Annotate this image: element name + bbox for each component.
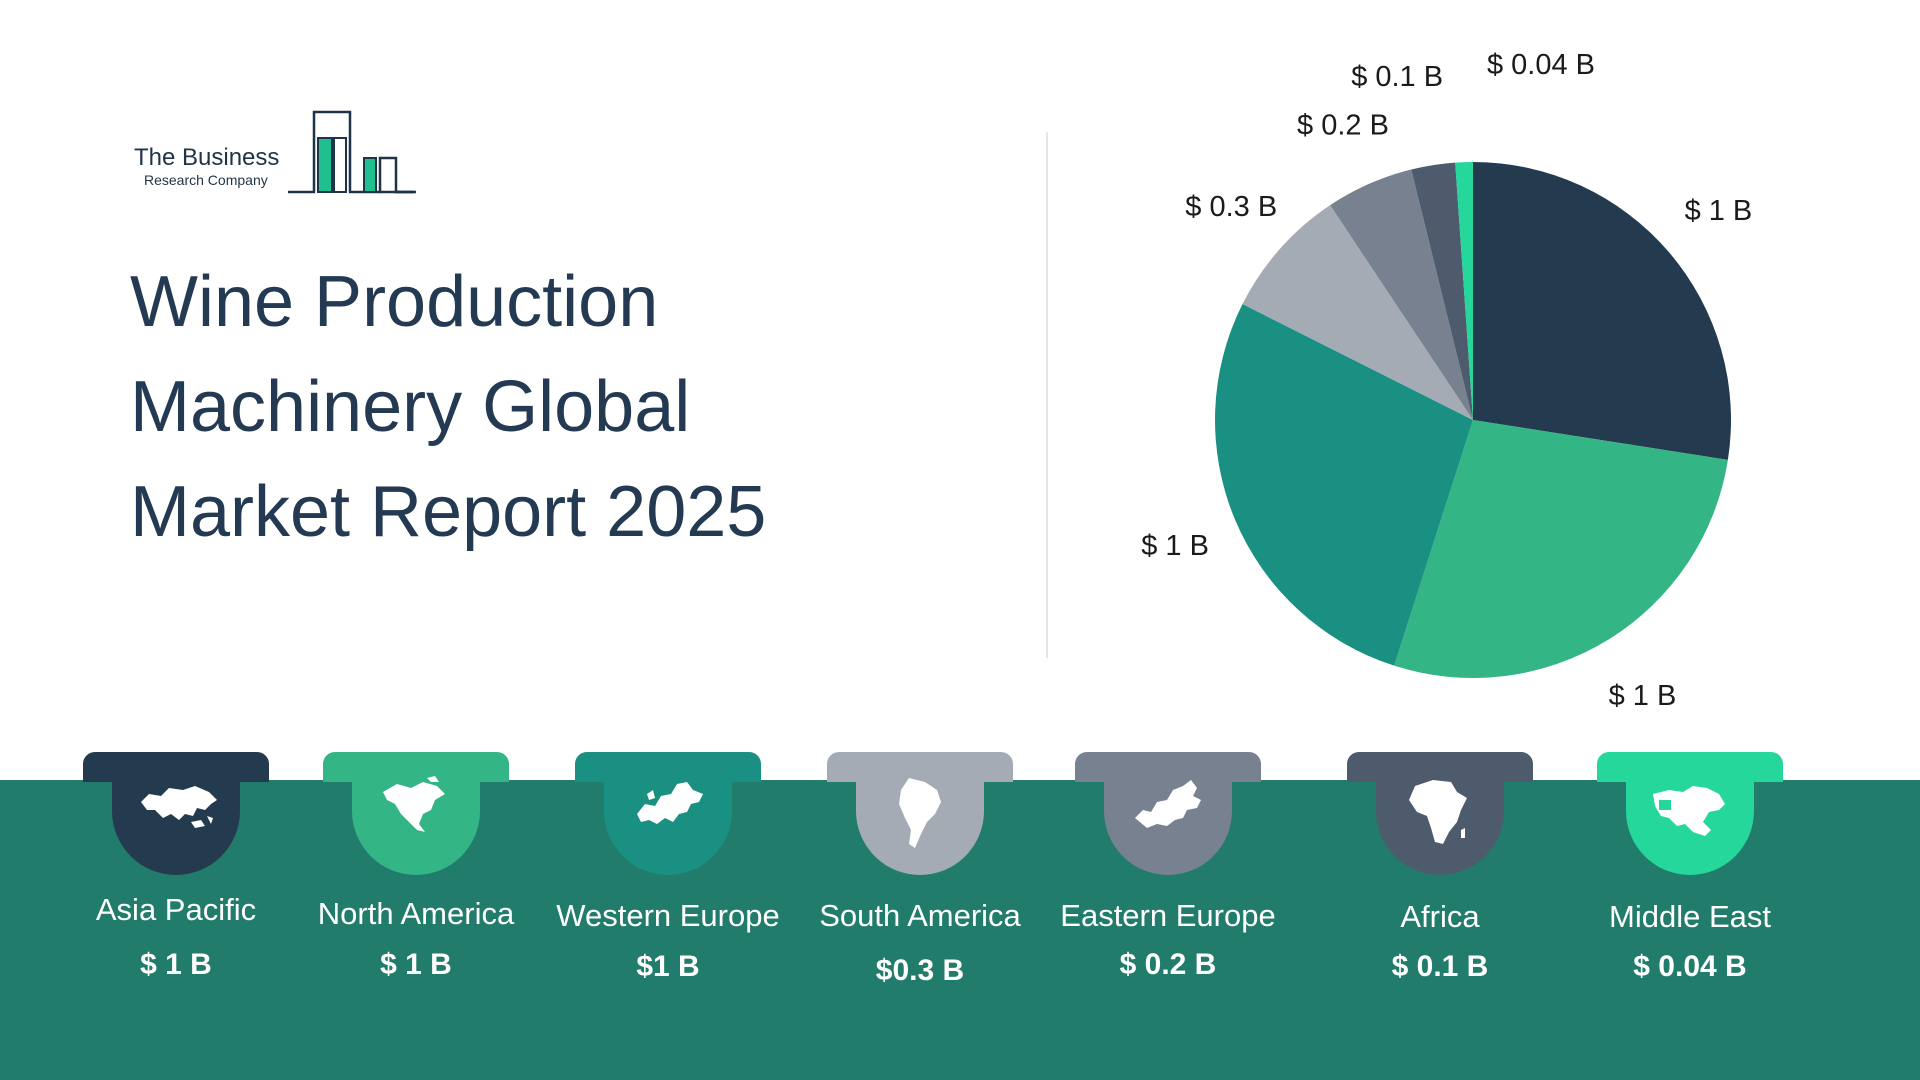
logo-subtitle: Research Company (144, 172, 268, 188)
region-value: $0.3 B (875, 954, 965, 987)
logo-buildings-icon (288, 110, 416, 194)
region-value: $ 1 B (380, 948, 452, 981)
region-card-western-europe: Western Europe $1 B (538, 752, 798, 1012)
pie-slice-western-europe (1214, 304, 1473, 666)
pie-label-middle-east: $ 0.04 B (1487, 49, 1595, 81)
pie-label-eastern-europe: $ 0.2 B (1297, 109, 1389, 141)
region-value: $1 B (636, 950, 700, 983)
region-badge (856, 752, 984, 875)
region-value: $ 0.2 B (1119, 948, 1217, 981)
africa-map-icon (1409, 779, 1467, 844)
region-badge (604, 752, 732, 875)
pie-slice-eastern-europe (1330, 169, 1473, 420)
asia-map-icon (141, 785, 217, 828)
title-line-2: Machinery Global (130, 367, 691, 447)
region-name: Middle East (1609, 899, 1771, 934)
middle-east-map-icon (1653, 785, 1725, 836)
region-name: Eastern Europe (1060, 898, 1276, 933)
north-america-map-icon (383, 775, 445, 832)
region-card-north-america: North America $ 1 B (286, 752, 546, 1012)
pie-slice-south-america (1242, 205, 1473, 420)
pie-label-north-america: $ 1 B (1609, 680, 1677, 712)
western-europe-map-icon (637, 781, 703, 824)
market-pie-chart: $ 1 B $ 1 B $ 1 B $ 0.3 B $ 0.2 B $ 0.1 B $ 0.… (1141, 49, 1753, 712)
region-value: $ 0.1 B (1391, 950, 1489, 983)
region-name: Asia Pacific (95, 892, 257, 927)
region-badge (1104, 752, 1232, 875)
vertical-divider (1046, 132, 1048, 658)
region-name: North America (317, 896, 515, 931)
region-value: $ 0.04 B (1633, 950, 1747, 983)
pie-slice-north-america (1394, 420, 1728, 678)
pie-label-western-europe: $ 1 B (1141, 530, 1209, 562)
region-name: Africa (1400, 899, 1480, 934)
region-name: South America (819, 898, 1021, 933)
region-badge (352, 752, 480, 875)
region-card-asia-pacific: Asia Pacific $ 1 B (46, 752, 306, 1012)
region-value: $ 1 B (140, 948, 212, 981)
page-title: Wine Production Machinery Global Market … (130, 250, 850, 565)
pie-label-africa: $ 0.1 B (1351, 61, 1443, 93)
pie-slice-asia-pacific (1473, 162, 1731, 460)
eastern-europe-map-icon (1135, 779, 1201, 828)
pie-slice-middle-east (1455, 162, 1473, 420)
region-badge (1376, 752, 1504, 875)
title-line-3: Market Report 2025 (130, 472, 767, 552)
region-name: Western Europe (556, 898, 780, 933)
pie-label-asia-pacific: $ 1 B (1685, 195, 1753, 227)
company-logo: The Business Research Company (134, 108, 424, 198)
south-america-map-icon (899, 777, 941, 848)
region-card-eastern-europe: Eastern Europe $ 0.2 B (1038, 752, 1298, 1012)
title-line-1: Wine Production (130, 262, 659, 342)
pie-label-south-america: $ 0.3 B (1185, 191, 1277, 223)
region-card-middle-east: Middle East $ 0.04 B (1560, 752, 1820, 1012)
pie-slice-africa (1411, 162, 1473, 420)
region-card-south-america: South America $0.3 B (790, 752, 1050, 1012)
logo-name: The Business (134, 144, 280, 171)
region-badge (112, 752, 240, 875)
region-card-africa: Africa $ 0.1 B (1310, 752, 1570, 1012)
region-badge (1626, 752, 1754, 875)
